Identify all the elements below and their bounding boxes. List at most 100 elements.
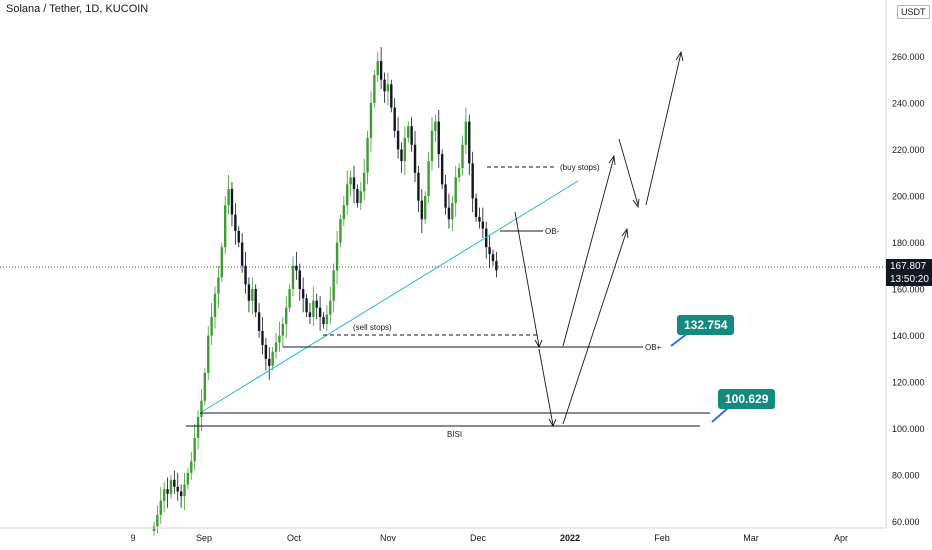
candle-body[interactable] xyxy=(288,289,291,308)
candle-body[interactable] xyxy=(451,202,454,220)
candle-body[interactable] xyxy=(196,417,200,438)
candle-body[interactable] xyxy=(474,198,478,217)
candle-body[interactable] xyxy=(200,400,203,418)
candle-body[interactable] xyxy=(166,489,169,494)
candle-body[interactable] xyxy=(407,126,410,138)
candle-body[interactable] xyxy=(495,261,498,271)
candle-body[interactable] xyxy=(247,284,251,301)
candle-body[interactable] xyxy=(366,137,369,173)
candle-body[interactable] xyxy=(396,130,400,150)
candle-body[interactable] xyxy=(261,330,264,345)
candle-body[interactable] xyxy=(271,351,274,366)
candle-body[interactable] xyxy=(210,316,213,336)
candle-body[interactable] xyxy=(427,161,430,196)
candle-body[interactable] xyxy=(278,335,281,343)
candle-body[interactable] xyxy=(190,461,193,473)
candle-body[interactable] xyxy=(373,75,376,103)
candle-body[interactable] xyxy=(444,184,447,208)
time-axis[interactable]: 9 Sep Oct Nov Dec 2022 Feb Mar Apr xyxy=(130,533,848,543)
candle-body[interactable] xyxy=(417,172,420,201)
candle-body[interactable] xyxy=(230,189,234,215)
candle-body[interactable] xyxy=(478,216,481,222)
candle-body[interactable] xyxy=(383,79,386,92)
candle-body[interactable] xyxy=(390,84,393,108)
currency-button[interactable]: USDT xyxy=(897,5,930,19)
candle-body[interactable] xyxy=(234,214,237,231)
candle-body[interactable] xyxy=(386,84,390,92)
candle-body[interactable] xyxy=(312,300,315,317)
candle-body[interactable] xyxy=(403,137,407,162)
candle-body[interactable] xyxy=(329,300,332,315)
candle-body[interactable] xyxy=(352,177,356,190)
candle-body[interactable] xyxy=(220,247,223,278)
candle-body[interactable] xyxy=(305,298,308,313)
candle-body[interactable] xyxy=(491,254,495,262)
candle-body[interactable] xyxy=(376,61,379,76)
candle-body[interactable] xyxy=(274,342,278,352)
candle-body[interactable] xyxy=(488,247,491,255)
candle-body[interactable] xyxy=(251,289,254,301)
candle-body[interactable] xyxy=(339,219,342,243)
candle-body[interactable] xyxy=(285,307,288,324)
candle-body[interactable] xyxy=(281,323,285,336)
candle-body[interactable] xyxy=(454,177,457,203)
candle-body[interactable] xyxy=(318,307,322,317)
candle-body[interactable] xyxy=(257,312,261,331)
candle-body[interactable] xyxy=(359,191,362,203)
bisi-price-callout[interactable]: 100.629 xyxy=(718,389,776,409)
candle-body[interactable] xyxy=(254,289,257,313)
candle-body[interactable] xyxy=(369,102,373,138)
candle-body[interactable] xyxy=(468,121,471,164)
candle-body[interactable] xyxy=(264,344,268,359)
candle-body[interactable] xyxy=(217,277,220,294)
candle-body[interactable] xyxy=(346,184,349,206)
candle-body[interactable] xyxy=(193,437,196,462)
candle-body[interactable] xyxy=(315,300,318,308)
candle-body[interactable] xyxy=(410,126,413,145)
candle-body[interactable] xyxy=(413,144,417,173)
candle-body[interactable] xyxy=(440,154,444,185)
ob-plus-price-callout[interactable]: 132.754 xyxy=(677,315,735,335)
candle-body[interactable] xyxy=(420,200,424,220)
candle-body[interactable] xyxy=(169,479,173,494)
candle-body[interactable] xyxy=(335,242,339,271)
candle-body[interactable] xyxy=(156,514,159,527)
candle-body[interactable] xyxy=(173,479,176,487)
candle-body[interactable] xyxy=(298,270,301,290)
candle-body[interactable] xyxy=(400,149,403,162)
candle-body[interactable] xyxy=(237,230,240,243)
candle-body[interactable] xyxy=(295,265,298,271)
candle-body[interactable] xyxy=(342,205,346,220)
candle-body[interactable] xyxy=(424,195,427,220)
candle-body[interactable] xyxy=(362,172,366,192)
candle-body[interactable] xyxy=(356,189,359,203)
candle-body[interactable] xyxy=(325,314,329,324)
candle-body[interactable] xyxy=(159,500,162,515)
candle-body[interactable] xyxy=(481,221,485,229)
candle-body[interactable] xyxy=(203,372,207,401)
candle-body[interactable] xyxy=(447,207,451,220)
candle-body[interactable] xyxy=(461,144,464,169)
candle-body[interactable] xyxy=(152,526,156,532)
candle-body[interactable] xyxy=(176,486,179,492)
candle-body[interactable] xyxy=(471,163,474,199)
candle-body[interactable] xyxy=(457,168,461,178)
candle-body[interactable] xyxy=(223,205,227,248)
candle-body[interactable] xyxy=(227,189,230,206)
candle-body[interactable] xyxy=(434,121,437,131)
candle-body[interactable] xyxy=(393,107,396,131)
projection-arrows[interactable] xyxy=(514,50,684,428)
candle-body[interactable] xyxy=(268,358,271,366)
candle-body[interactable] xyxy=(301,289,305,299)
candle-body[interactable] xyxy=(179,491,183,497)
candle-body[interactable] xyxy=(213,293,217,317)
candle-body[interactable] xyxy=(332,270,335,301)
candle-body[interactable] xyxy=(244,265,247,285)
candle-body[interactable] xyxy=(322,316,325,324)
candle-body[interactable] xyxy=(437,121,440,155)
candle-body[interactable] xyxy=(349,177,352,185)
candle-body[interactable] xyxy=(186,472,190,485)
candle-body[interactable] xyxy=(207,335,210,373)
candle-body[interactable] xyxy=(430,130,434,162)
